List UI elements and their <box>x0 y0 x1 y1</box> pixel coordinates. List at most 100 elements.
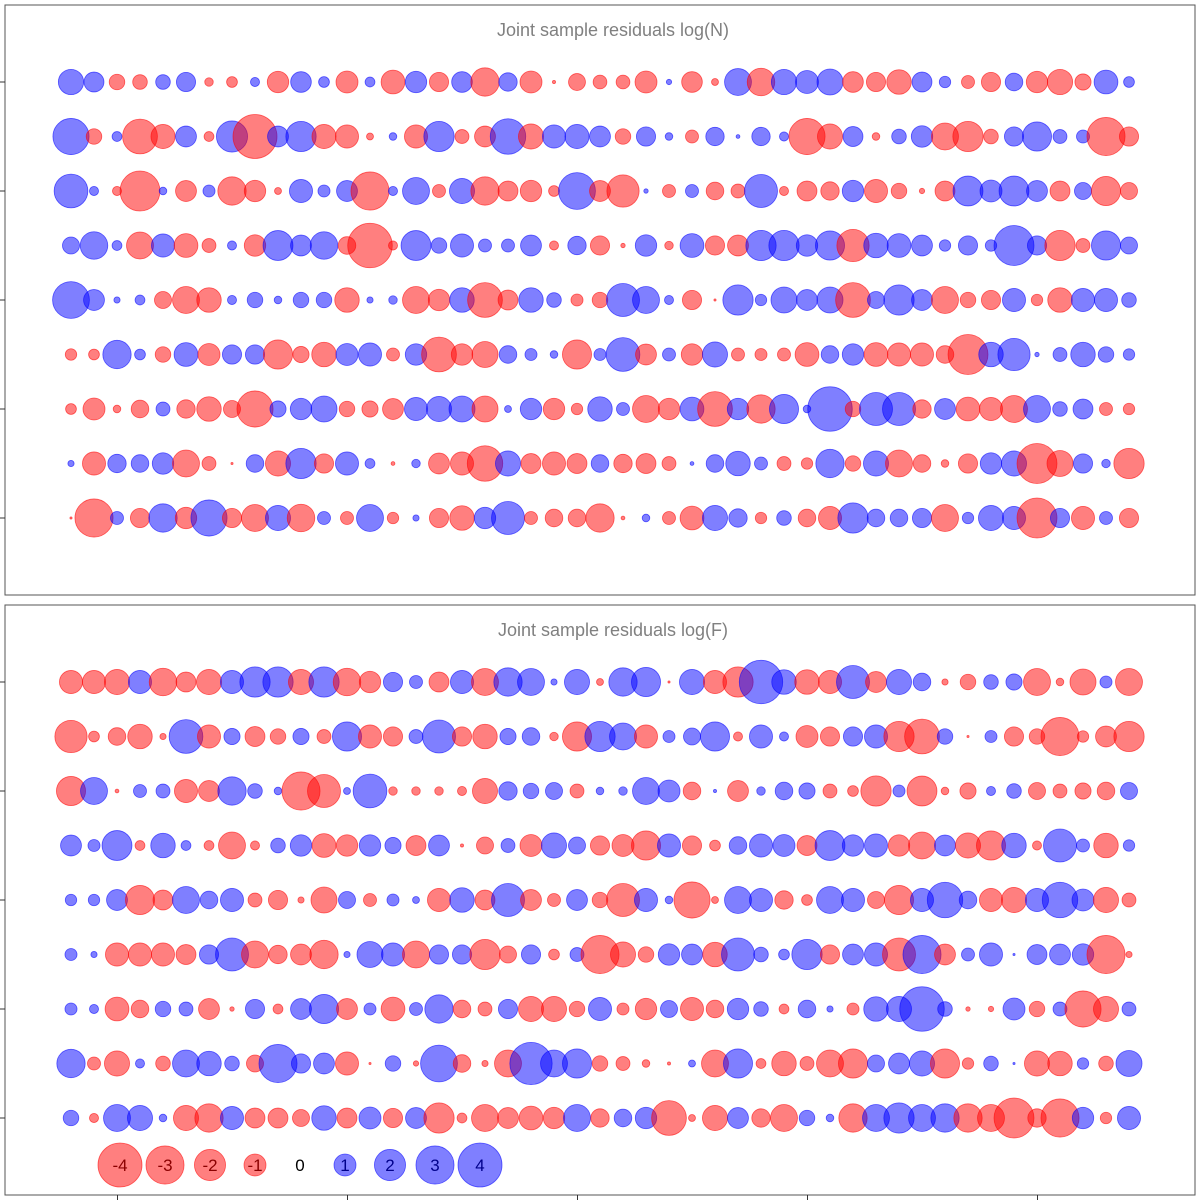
bubble-positive <box>315 291 333 309</box>
bubble-positive <box>867 1054 885 1073</box>
bubble-positive <box>771 669 797 695</box>
bubble-positive <box>825 1113 835 1123</box>
bubble-negative <box>820 181 840 201</box>
bubble-negative <box>229 1006 235 1012</box>
bubble-positive <box>681 943 703 966</box>
bubble-positive <box>726 397 750 421</box>
bubble-negative <box>651 1100 687 1136</box>
bubble-negative <box>864 179 888 203</box>
bubble-positive <box>1123 76 1135 88</box>
bubble-negative <box>423 1102 455 1134</box>
bubble-positive <box>566 889 588 911</box>
bubble-positive <box>664 132 674 141</box>
bubble-positive <box>866 508 886 528</box>
bubble-positive <box>524 348 538 361</box>
bubble-positive <box>246 291 264 309</box>
bubble-negative <box>958 453 978 474</box>
bubble-positive <box>318 76 330 88</box>
bubble-positive <box>199 890 219 910</box>
bubble-positive <box>816 886 844 914</box>
bubble-negative <box>250 840 260 851</box>
bubble-negative <box>368 1062 372 1066</box>
bubble-positive <box>67 459 75 468</box>
legend-bubble <box>145 1145 185 1185</box>
bubble-negative <box>217 176 247 206</box>
bubble-negative <box>746 67 776 97</box>
bubble-positive <box>289 397 313 421</box>
bubble-negative <box>88 730 100 743</box>
bubble-positive <box>498 999 518 1019</box>
bubble-positive <box>409 1002 423 1016</box>
bubble-negative <box>1119 126 1139 147</box>
bubble-positive <box>618 786 628 796</box>
bubble-positive <box>223 728 241 745</box>
bubble-negative <box>796 180 818 202</box>
bubble-positive <box>1121 292 1137 308</box>
bubble-positive <box>343 950 351 959</box>
bubble-positive <box>245 999 265 1019</box>
bubble-negative <box>334 287 360 313</box>
bubble-positive <box>491 501 525 535</box>
bubble-positive <box>1101 458 1111 469</box>
bubble-positive <box>450 233 474 258</box>
bubble-negative <box>175 944 197 965</box>
bubble-positive <box>269 400 287 418</box>
bubble-positive <box>912 672 932 692</box>
bubble-positive <box>358 342 382 367</box>
bubble-positive <box>1052 129 1068 144</box>
bubble-negative <box>471 395 499 423</box>
bubble-negative <box>130 399 150 419</box>
bubble-negative <box>336 998 358 1020</box>
bubble-positive <box>891 128 907 145</box>
bubble-positive <box>309 994 339 1024</box>
bubble-negative <box>981 290 1001 310</box>
bubble-positive <box>495 450 521 477</box>
bubble-positive <box>867 291 885 309</box>
bubbles <box>52 67 1145 539</box>
bubble-positive <box>381 942 405 967</box>
bubble-negative <box>730 183 746 199</box>
bubble-negative <box>196 669 222 695</box>
bubble-positive <box>886 669 912 695</box>
bubble-positive <box>979 452 1003 475</box>
bubble-positive <box>756 786 766 796</box>
bubble-negative <box>679 505 705 531</box>
legend-label: -4 <box>112 1156 127 1175</box>
bubble-negative <box>590 835 610 856</box>
bubble-negative <box>1121 892 1137 908</box>
bubble-positive <box>1052 347 1068 362</box>
bubble-positive <box>522 782 540 800</box>
bubble-negative <box>930 1048 960 1079</box>
legend-entry: -4 <box>97 1142 143 1188</box>
bubble-negative <box>274 187 282 195</box>
bubble-positive <box>190 499 228 537</box>
bubble-negative <box>130 508 150 528</box>
bubble-positive <box>779 731 789 742</box>
bubble-positive <box>1071 1106 1095 1130</box>
bubble-negative <box>402 286 430 314</box>
bubble-positive <box>1071 288 1095 312</box>
bubble-negative <box>460 843 464 848</box>
bubble-negative <box>309 939 339 970</box>
bubble-positive <box>150 832 176 859</box>
bubble-negative <box>241 504 269 532</box>
bubble-negative <box>467 282 503 318</box>
bubble-positive <box>662 347 676 362</box>
bubble-positive <box>550 678 558 686</box>
bubble-negative <box>1099 1111 1113 1125</box>
bubble-negative <box>705 235 725 256</box>
bubble-positive <box>641 513 651 523</box>
bubble-positive <box>702 341 728 368</box>
bubble-negative <box>125 885 155 915</box>
bubble-negative <box>846 1002 860 1016</box>
bubble-negative <box>1052 783 1068 799</box>
bubble-positive <box>769 394 799 424</box>
bubble-negative <box>380 996 406 1022</box>
bubble-negative <box>1091 176 1121 206</box>
bubble-negative <box>615 1056 631 1071</box>
bubble-negative <box>620 515 626 521</box>
bubble-positive <box>912 508 932 528</box>
bubble-negative <box>197 343 221 366</box>
bubble-negative <box>1046 68 1074 96</box>
bubble-negative <box>497 180 519 202</box>
